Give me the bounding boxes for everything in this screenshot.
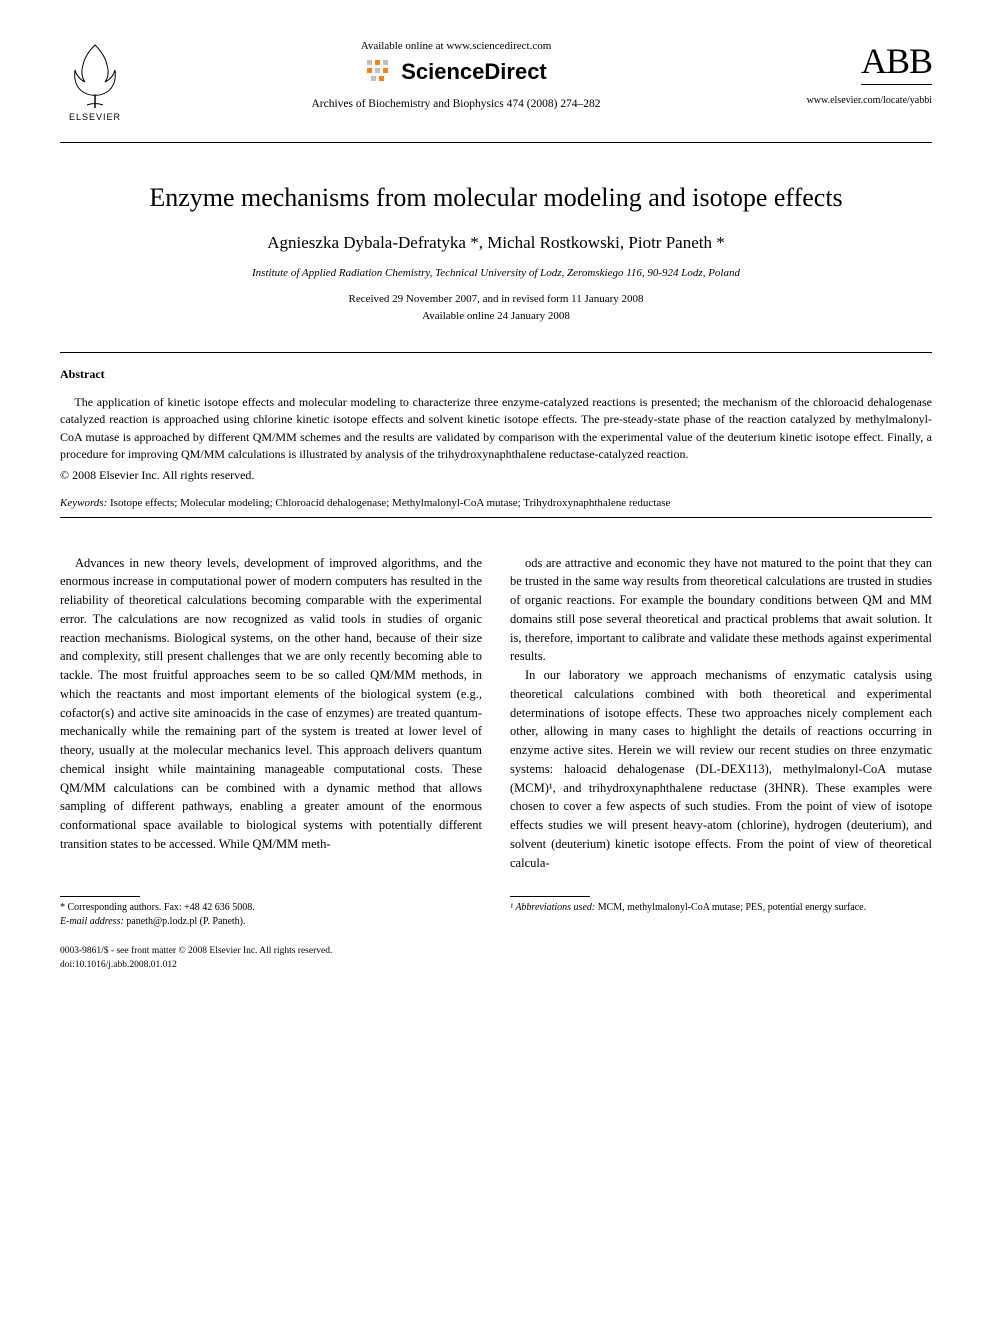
journal-abbrev: ABB — [861, 40, 932, 85]
article-title: Enzyme mechanisms from molecular modelin… — [60, 183, 932, 213]
abstract-rule-bottom — [60, 517, 932, 518]
sciencedirect-logo-row: ScienceDirect — [150, 58, 762, 86]
sciencedirect-name: ScienceDirect — [401, 59, 547, 85]
body-paragraph: ods are attractive and economic they hav… — [510, 554, 932, 667]
affiliation: Institute of Applied Radiation Chemistry… — [60, 267, 932, 279]
footer-copyright-line: 0003-9861/$ - see front matter © 2008 El… — [60, 945, 932, 958]
footnote-right: ¹ Abbreviations used: MCM, methylmalonyl… — [510, 896, 932, 929]
abbrev-label: ¹ Abbreviations used: — [510, 902, 595, 913]
header-row: ELSEVIER Available online at www.science… — [60, 40, 932, 122]
corresponding-author-note: * Corresponding authors. Fax: +48 42 636… — [60, 901, 482, 915]
elsevier-logo: ELSEVIER — [60, 40, 130, 122]
body-paragraph: Advances in new theory levels, developme… — [60, 554, 482, 854]
authors-line: Agnieszka Dybala-Defratyka *, Michal Ros… — [60, 233, 932, 253]
footnotes-row: * Corresponding authors. Fax: +48 42 636… — [60, 896, 932, 929]
dates-block: Received 29 November 2007, and in revise… — [60, 291, 932, 324]
footer-info: 0003-9861/$ - see front matter © 2008 El… — [60, 945, 932, 972]
abbreviations-note: ¹ Abbreviations used: MCM, methylmalonyl… — [510, 901, 932, 915]
email-label: E-mail address: — [60, 916, 124, 927]
sciencedirect-icon — [365, 58, 393, 86]
body-columns: Advances in new theory levels, developme… — [60, 554, 932, 873]
header-rule — [60, 142, 932, 143]
journal-citation: Archives of Biochemistry and Biophysics … — [150, 98, 762, 110]
center-header: Available online at www.sciencedirect.co… — [130, 40, 782, 110]
received-date: Received 29 November 2007, and in revise… — [60, 291, 932, 308]
elsevier-publisher-name: ELSEVIER — [69, 112, 121, 122]
footnote-left: * Corresponding authors. Fax: +48 42 636… — [60, 896, 482, 929]
journal-url: www.elsevier.com/locate/yabbi — [782, 95, 932, 106]
footnote-rule — [60, 896, 140, 897]
email-line: E-mail address: paneth@p.lodz.pl (P. Pan… — [60, 915, 482, 929]
email-address: paneth@p.lodz.pl (P. Paneth). — [124, 916, 246, 927]
footer-doi-line: doi:10.1016/j.abb.2008.01.012 — [60, 959, 932, 972]
elsevier-tree-icon — [65, 40, 125, 110]
available-online-text: Available online at www.sciencedirect.co… — [150, 40, 762, 52]
keywords-values: Isotope effects; Molecular modeling; Chl… — [107, 497, 670, 509]
journal-logo-block: ABB www.elsevier.com/locate/yabbi — [782, 40, 932, 106]
keywords-label: Keywords: — [60, 497, 107, 509]
abstract-copyright: © 2008 Elsevier Inc. All rights reserved… — [60, 468, 932, 483]
body-column-left: Advances in new theory levels, developme… — [60, 554, 482, 873]
body-paragraph: In our laboratory we approach mechanisms… — [510, 666, 932, 872]
keywords-line: Keywords: Isotope effects; Molecular mod… — [60, 497, 932, 509]
abstract-heading: Abstract — [60, 367, 932, 382]
abbrev-text: MCM, methylmalonyl-CoA mutase; PES, pote… — [595, 902, 866, 913]
abstract-text: The application of kinetic isotope effec… — [60, 394, 932, 464]
body-column-right: ods are attractive and economic they hav… — [510, 554, 932, 873]
abstract-rule-top — [60, 352, 932, 353]
footnote-rule — [510, 896, 590, 897]
available-date: Available online 24 January 2008 — [60, 308, 932, 325]
